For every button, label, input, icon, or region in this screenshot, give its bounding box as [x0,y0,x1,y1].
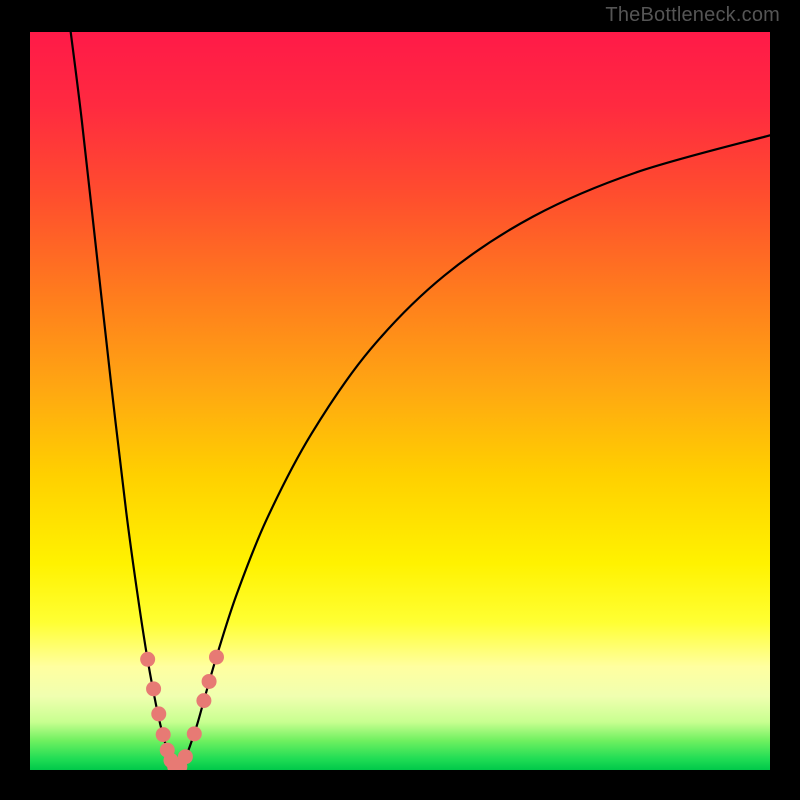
chart-container: TheBottleneck.com [0,0,800,800]
curve-marker [178,749,193,764]
curve-marker [156,727,171,742]
curve-marker [202,674,217,689]
bottleneck-chart [0,0,800,800]
curve-marker [146,681,161,696]
curve-marker [196,693,211,708]
curve-marker [151,706,166,721]
attribution-label: TheBottleneck.com [605,4,780,27]
curve-marker [209,650,224,665]
curve-marker [140,652,155,667]
curve-marker [187,726,202,741]
